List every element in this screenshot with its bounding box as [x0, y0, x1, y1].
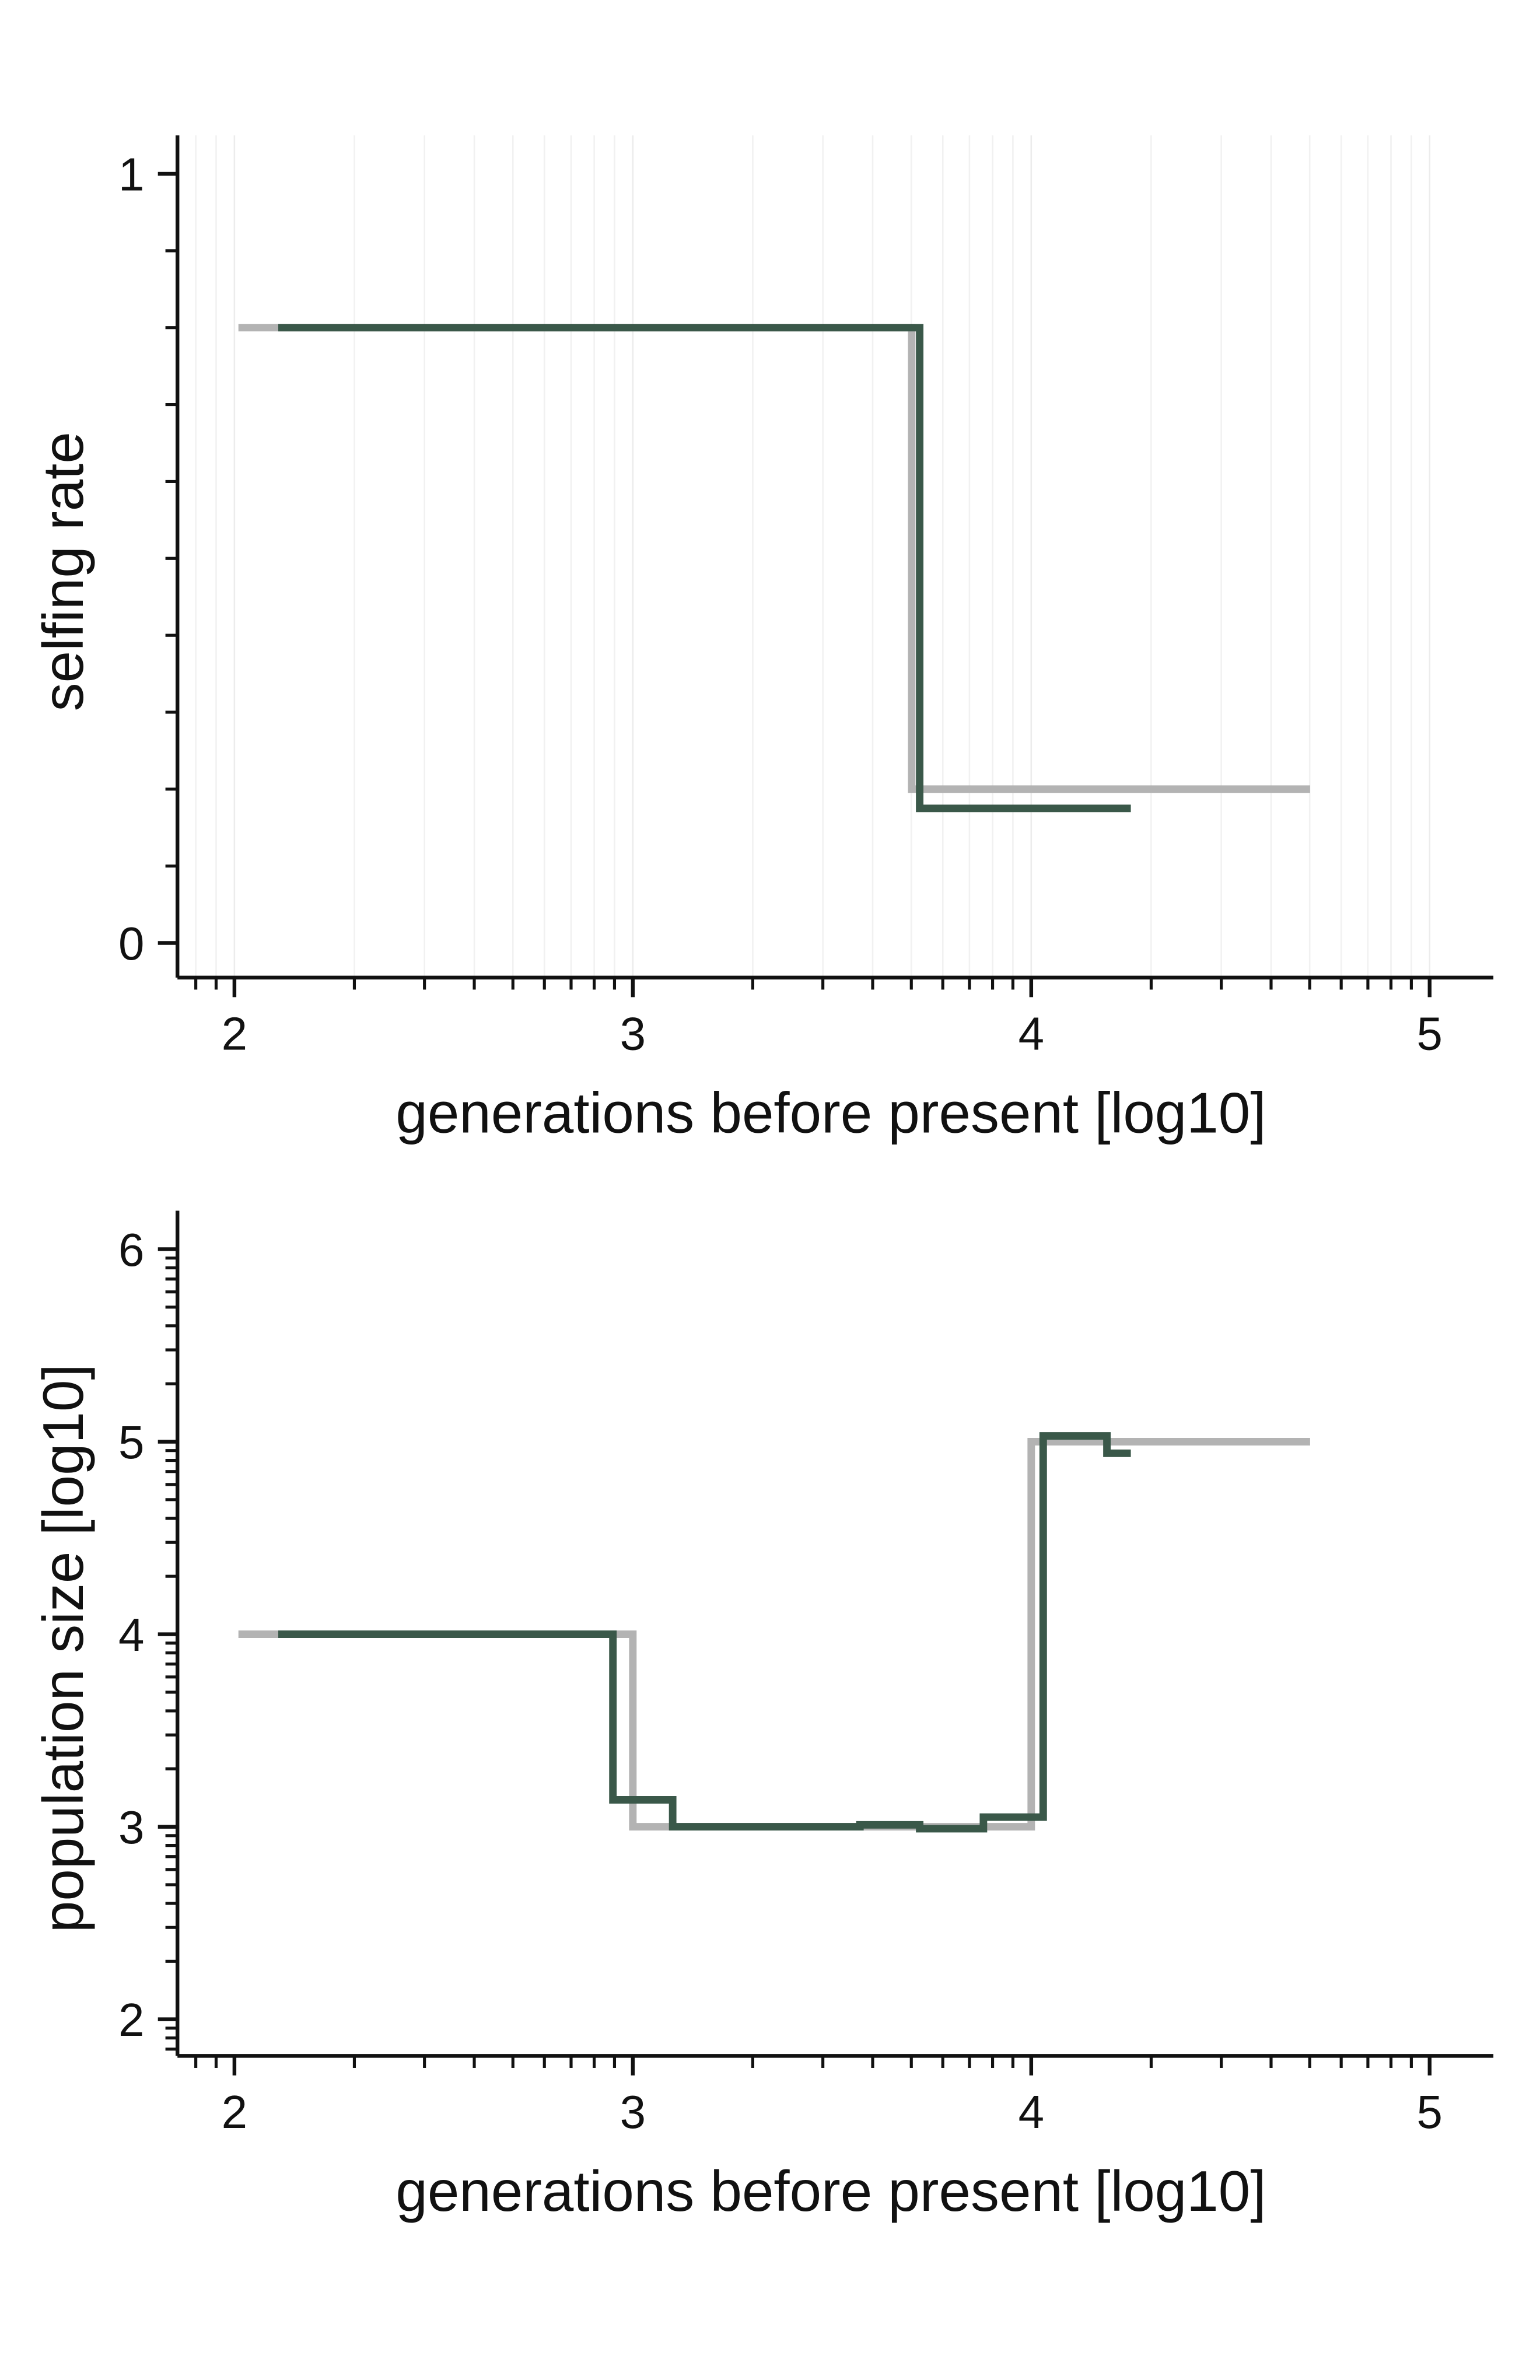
- y-tick-label: 5: [118, 1416, 144, 1468]
- y-tick-label: 4: [118, 1609, 144, 1661]
- data-line: [278, 1432, 1131, 1833]
- y-tick-label: 3: [118, 1801, 144, 1853]
- y-tick-label: 0: [118, 918, 144, 970]
- y-tick-label: 1: [118, 148, 144, 200]
- x-tick-label: 3: [620, 1008, 646, 1060]
- data-line: [238, 324, 1310, 793]
- x-tick-label: 2: [222, 1008, 247, 1060]
- x-axis-title: generations before present [log10]: [396, 1080, 1266, 1144]
- x-axis-title: generations before present [log10]: [396, 2159, 1266, 2223]
- y-tick-label: 6: [118, 1224, 144, 1276]
- x-tick-label: 5: [1417, 2086, 1443, 2138]
- y-axis-title: population size [log10]: [31, 1364, 95, 1933]
- x-tick-label: 2: [222, 2086, 247, 2138]
- x-tick-label: 5: [1417, 1008, 1443, 1060]
- chart-panel: 2 3 4 5 2 3 4 5 6 generations before present [log…: [31, 1210, 1494, 2223]
- y-tick-label: 2: [118, 1994, 144, 2046]
- data-line: [278, 324, 1131, 813]
- chart-panel: 2 3 4 5 0 1 generations before present [log10]…: [31, 135, 1494, 1144]
- x-tick-label: 4: [1019, 2086, 1044, 2138]
- y-axis-title: selfing rate: [31, 432, 95, 711]
- x-tick-label: 4: [1019, 1008, 1044, 1060]
- x-tick-label: 3: [620, 2086, 646, 2138]
